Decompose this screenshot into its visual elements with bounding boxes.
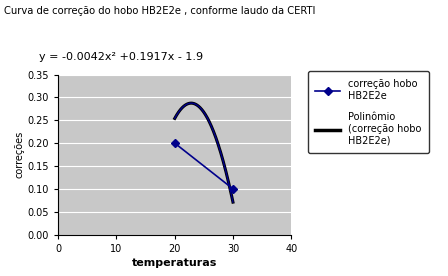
Legend: correção hobo
HB2E2e, Polinômio
(correção hobo
HB2E2e): correção hobo HB2E2e, Polinômio (correçã… (308, 71, 429, 153)
Text: Curva de correção do hobo HB2E2e , conforme laudo da CERTI: Curva de correção do hobo HB2E2e , confo… (4, 6, 316, 15)
Y-axis label: correções: correções (15, 131, 25, 178)
Text: y = -0.0042x² +0.1917x - 1.9: y = -0.0042x² +0.1917x - 1.9 (39, 52, 203, 62)
X-axis label: temperaturas: temperaturas (132, 258, 217, 268)
